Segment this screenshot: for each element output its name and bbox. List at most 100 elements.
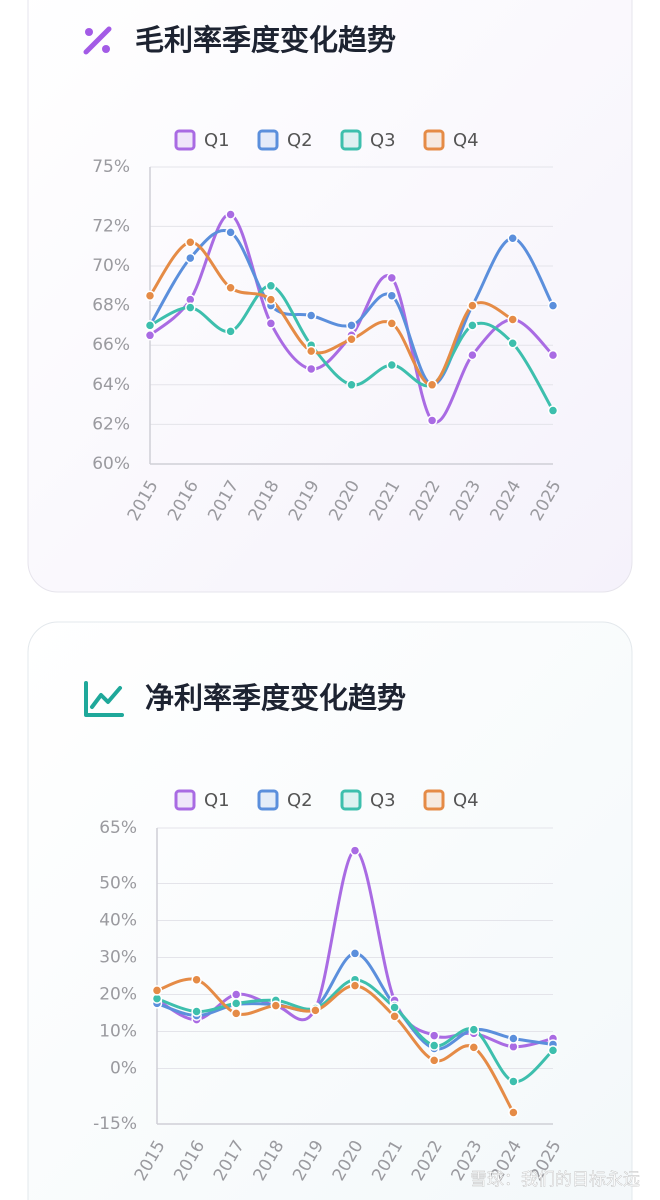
- legend-label[interactable]: Q1: [204, 130, 230, 151]
- y-tick-label: 60%: [92, 454, 130, 474]
- y-tick-label: 50%: [99, 874, 137, 894]
- data-point: [230, 998, 242, 1009]
- y-tick-label: 65%: [99, 818, 137, 838]
- y-tick-label: -15%: [93, 1114, 137, 1134]
- data-point: [386, 318, 398, 329]
- y-tick-label: 40%: [99, 911, 137, 931]
- data-point: [508, 1107, 519, 1118]
- y-tick-label: 62%: [92, 414, 130, 434]
- data-point: [349, 948, 361, 959]
- y-tick-label: 75%: [92, 157, 130, 177]
- y-tick-label: 68%: [92, 296, 130, 316]
- legend-label[interactable]: Q4: [453, 130, 479, 151]
- legend-label[interactable]: Q3: [370, 790, 396, 811]
- data-point: [305, 363, 317, 375]
- series-line: [156, 977, 515, 1114]
- data-point: [225, 209, 236, 220]
- y-tick-label: 72%: [92, 216, 130, 236]
- data-point: [428, 1040, 440, 1051]
- data-point: [265, 318, 277, 329]
- data-point: [151, 985, 163, 996]
- legend-swatch[interactable]: [257, 789, 279, 811]
- data-point: [346, 379, 357, 391]
- data-point: [191, 1006, 202, 1017]
- y-tick-label: 10%: [99, 1022, 137, 1042]
- data-point: [389, 1002, 400, 1013]
- data-point: [547, 1045, 559, 1056]
- data-point: [428, 1030, 440, 1041]
- legend-item[interactable]: Q3: [340, 789, 396, 811]
- chart-icon: [84, 681, 124, 717]
- legend-swatch[interactable]: [340, 789, 362, 811]
- data-point: [270, 1000, 282, 1011]
- series-line: [148, 229, 555, 387]
- data-point: [305, 345, 317, 357]
- y-tick-label: 66%: [92, 335, 130, 355]
- data-point: [349, 980, 361, 991]
- legend-label[interactable]: Q4: [453, 790, 479, 811]
- legend-swatch[interactable]: [174, 129, 196, 151]
- legend-swatch[interactable]: [257, 129, 279, 151]
- legend-label[interactable]: Q2: [287, 130, 313, 151]
- data-point: [508, 1033, 519, 1044]
- y-tick-label: 30%: [99, 948, 137, 968]
- chart-title: 净利率季度变化趋势: [145, 681, 406, 715]
- legend-item[interactable]: Q3: [340, 129, 396, 151]
- legend-label[interactable]: Q1: [204, 790, 230, 811]
- y-tick-label: 0%: [110, 1059, 137, 1079]
- chart-title: 毛利率季度变化趋势: [135, 23, 396, 57]
- legend-item[interactable]: Q4: [423, 129, 479, 151]
- legend-label[interactable]: Q2: [287, 790, 313, 811]
- data-point: [225, 326, 236, 337]
- legend-swatch[interactable]: [423, 129, 445, 151]
- data-point: [230, 1008, 242, 1019]
- data-point: [386, 359, 398, 371]
- data-point: [507, 314, 518, 325]
- data-point: [185, 302, 196, 313]
- data-point: [507, 233, 518, 244]
- legend-item[interactable]: Q2: [257, 789, 313, 811]
- data-point: [467, 300, 478, 311]
- legend-swatch[interactable]: [423, 789, 445, 811]
- data-point: [305, 310, 317, 321]
- legend-swatch[interactable]: [174, 789, 196, 811]
- data-point: [230, 989, 242, 1000]
- data-point: [468, 1024, 480, 1035]
- watermark: 雪球：我们的目标永远: [470, 1170, 640, 1190]
- legend-item[interactable]: Q1: [174, 129, 230, 151]
- data-point: [265, 294, 277, 305]
- legend-label[interactable]: Q3: [370, 130, 396, 151]
- data-point: [191, 974, 202, 985]
- data-point: [225, 227, 236, 238]
- data-point: [467, 320, 478, 331]
- legend-swatch[interactable]: [340, 129, 362, 151]
- data-point: [185, 252, 196, 264]
- data-point: [265, 280, 277, 292]
- data-point: [310, 1005, 321, 1016]
- data-point: [386, 290, 398, 301]
- data-point: [144, 320, 156, 331]
- data-point: [467, 349, 478, 361]
- data-point: [185, 236, 196, 248]
- data-point: [547, 405, 559, 416]
- data-point: [508, 1076, 519, 1087]
- data-point: [426, 415, 438, 426]
- data-point: [547, 300, 559, 311]
- legend-item[interactable]: Q1: [174, 789, 230, 811]
- y-tick-label: 70%: [92, 256, 130, 276]
- data-point: [507, 337, 518, 349]
- data-point: [346, 320, 357, 331]
- data-point: [547, 349, 559, 361]
- data-point: [389, 1011, 400, 1022]
- data-point: [144, 290, 156, 301]
- percent-icon: [83, 26, 112, 55]
- data-point: [426, 379, 438, 391]
- legend-item[interactable]: Q2: [257, 129, 313, 151]
- series-line: [148, 240, 514, 387]
- data-point: [225, 282, 236, 294]
- y-tick-label: 20%: [99, 985, 137, 1005]
- legend-item[interactable]: Q4: [423, 789, 479, 811]
- data-point: [349, 845, 361, 856]
- data-point: [144, 330, 156, 341]
